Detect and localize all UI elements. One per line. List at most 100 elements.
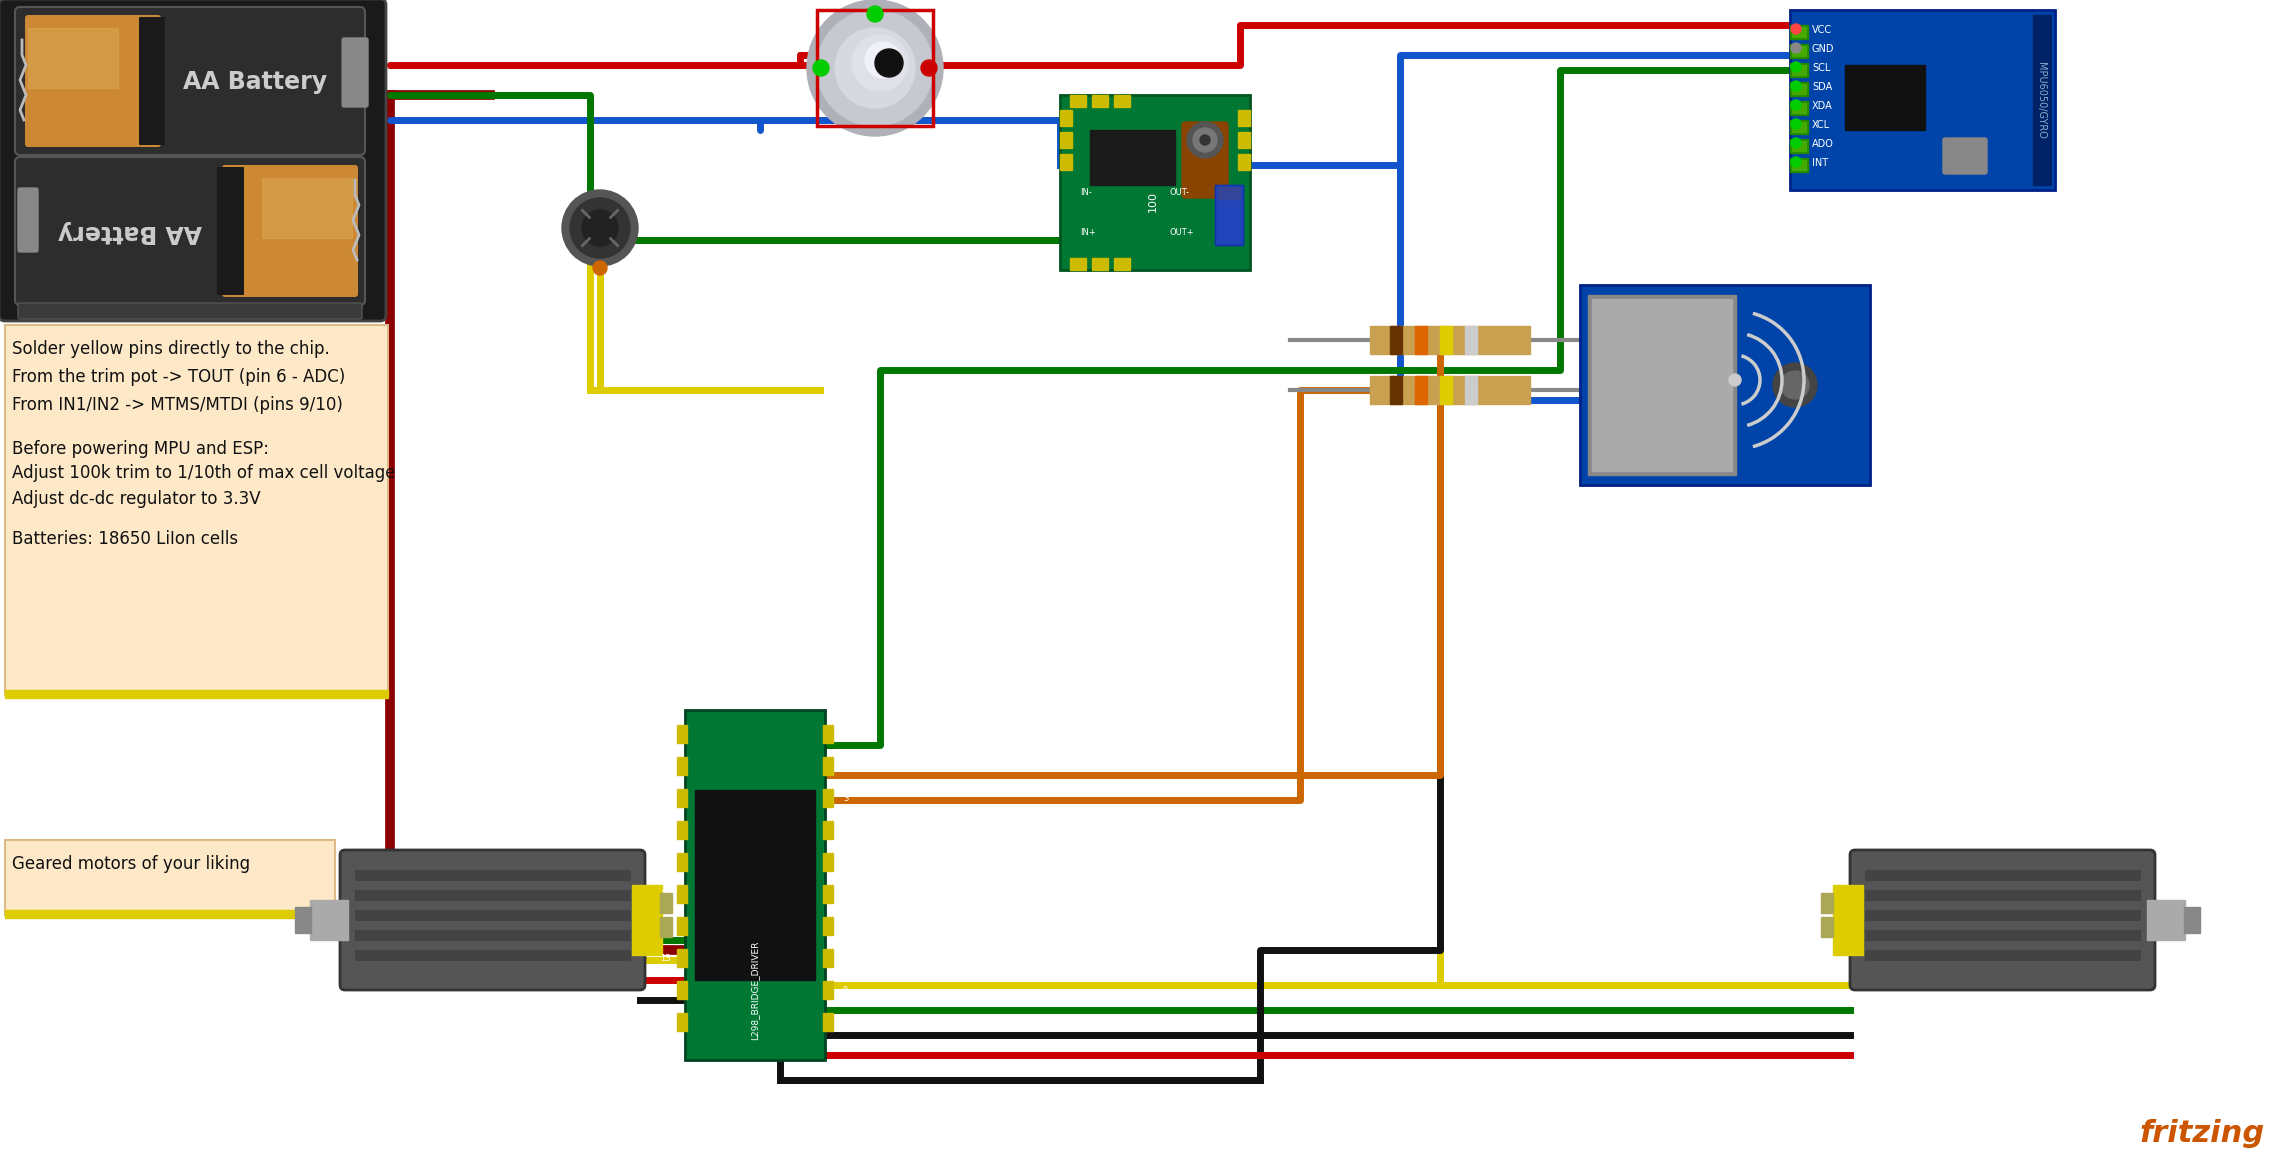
Bar [1790, 25, 1808, 39]
Bar [2148, 900, 2185, 939]
Text: 100: 100 [1148, 191, 1159, 212]
Text: 18: 18 [661, 794, 670, 803]
Bar [824, 981, 833, 999]
Bar [1845, 65, 1926, 130]
Text: 9: 9 [842, 985, 849, 994]
FancyBboxPatch shape [340, 850, 645, 990]
Circle shape [569, 198, 631, 258]
Bar [1391, 326, 1402, 354]
FancyBboxPatch shape [140, 18, 165, 145]
Bar [1416, 326, 1427, 354]
Circle shape [817, 11, 934, 126]
Text: From the trim pot -> TOUT (pin 6 - ADC): From the trim pot -> TOUT (pin 6 - ADC) [11, 368, 344, 386]
Circle shape [1790, 62, 1802, 72]
Text: OUT+: OUT+ [1170, 228, 1196, 237]
Bar [1792, 27, 1806, 37]
Circle shape [562, 190, 638, 266]
Bar [824, 917, 833, 935]
Text: 2: 2 [842, 762, 849, 770]
Text: 14: 14 [661, 922, 670, 930]
Bar [1790, 120, 1808, 134]
Text: 16: 16 [661, 858, 670, 867]
Bar [824, 789, 833, 808]
Bar [1113, 95, 1129, 107]
Circle shape [1774, 363, 1818, 407]
Bar [5, 324, 388, 696]
Text: SCL: SCL [1813, 63, 1831, 74]
Text: 1: 1 [842, 729, 849, 739]
Bar [1370, 376, 1531, 404]
Text: 17: 17 [661, 825, 670, 834]
FancyBboxPatch shape [1850, 850, 2155, 990]
Text: AA Battery: AA Battery [57, 221, 202, 244]
FancyBboxPatch shape [0, 0, 386, 321]
Bar [1060, 154, 1072, 170]
Bar [1237, 132, 1251, 148]
Circle shape [1790, 43, 1802, 53]
FancyBboxPatch shape [16, 7, 365, 155]
Text: 8: 8 [842, 953, 849, 963]
Bar [824, 757, 833, 775]
Bar [28, 28, 117, 88]
Bar [1790, 11, 2054, 190]
Text: Geared motors of your liking: Geared motors of your liking [11, 855, 250, 873]
FancyBboxPatch shape [16, 158, 365, 305]
Bar [1790, 63, 1808, 77]
Bar [1113, 258, 1129, 270]
Bar [677, 789, 686, 808]
Bar [1060, 132, 1072, 148]
Bar [1834, 885, 1864, 955]
Bar [684, 710, 824, 1060]
Text: 4: 4 [842, 825, 849, 834]
Bar [1060, 95, 1251, 270]
Text: 15: 15 [661, 889, 670, 899]
Circle shape [851, 35, 909, 91]
FancyBboxPatch shape [223, 165, 358, 296]
Text: IN+: IN+ [1081, 228, 1095, 237]
Bar [1237, 154, 1251, 170]
Bar [1439, 376, 1453, 404]
Bar [1219, 187, 1239, 200]
Circle shape [920, 60, 936, 76]
Text: SDA: SDA [1813, 82, 1831, 92]
Bar [677, 757, 686, 775]
Bar [1069, 258, 1086, 270]
Bar [1790, 102, 1808, 116]
Circle shape [1790, 25, 1802, 34]
Bar [824, 885, 833, 903]
Bar [1092, 258, 1108, 270]
Circle shape [592, 261, 606, 275]
Bar [677, 725, 686, 743]
Bar [1790, 158, 1808, 172]
Bar [1588, 295, 1735, 475]
Bar [1214, 186, 1244, 245]
Text: 10: 10 [842, 1018, 854, 1027]
Bar [1464, 376, 1478, 404]
Bar [2033, 15, 2052, 186]
Bar [677, 1013, 686, 1030]
Bar [1792, 46, 1806, 56]
Text: fritzing: fritzing [2139, 1119, 2265, 1148]
Bar [1792, 123, 1806, 132]
Bar [817, 11, 934, 126]
Bar [2185, 907, 2201, 932]
Circle shape [1790, 100, 1802, 110]
Text: Batteries: 18650 LiIon cells: Batteries: 18650 LiIon cells [11, 530, 239, 548]
Text: 12: 12 [661, 985, 670, 994]
Bar [677, 822, 686, 839]
Text: MPU6050/GYRO: MPU6050/GYRO [2036, 62, 2047, 139]
FancyBboxPatch shape [342, 39, 367, 107]
Bar [677, 885, 686, 903]
Circle shape [1790, 158, 1802, 167]
Bar [824, 725, 833, 743]
Circle shape [583, 210, 617, 246]
Circle shape [835, 28, 916, 109]
Bar [1790, 82, 1808, 96]
Bar [677, 917, 686, 935]
Text: Adjust dc-dc regulator to 3.3V: Adjust dc-dc regulator to 3.3V [11, 490, 262, 508]
Text: IN-: IN- [1081, 188, 1092, 197]
Circle shape [1790, 119, 1802, 130]
Text: 19: 19 [661, 762, 670, 770]
Bar [1237, 110, 1251, 126]
Bar [661, 917, 672, 937]
